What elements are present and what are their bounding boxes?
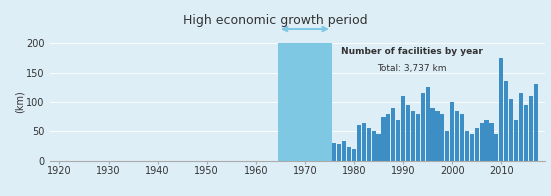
Bar: [303, 137, 307, 161]
Bar: [307, 152, 312, 161]
Bar: [435, 111, 440, 161]
Bar: [416, 114, 420, 161]
Bar: [509, 99, 513, 161]
Bar: [420, 93, 425, 161]
Bar: [528, 96, 533, 161]
Bar: [352, 149, 356, 161]
Bar: [406, 105, 410, 161]
Bar: [474, 128, 479, 161]
Bar: [366, 128, 371, 161]
Bar: [391, 108, 396, 161]
Bar: [283, 160, 288, 161]
Bar: [357, 125, 361, 161]
Bar: [479, 122, 484, 161]
Bar: [514, 120, 518, 161]
Bar: [533, 84, 538, 161]
Bar: [499, 58, 504, 161]
Bar: [312, 158, 317, 161]
Bar: [347, 147, 351, 161]
Bar: [460, 114, 464, 161]
Bar: [342, 141, 346, 161]
Bar: [386, 114, 391, 161]
Bar: [504, 81, 509, 161]
Bar: [401, 96, 405, 161]
Bar: [317, 160, 322, 161]
Bar: [278, 43, 332, 161]
Text: Total: 3,737 km: Total: 3,737 km: [377, 64, 446, 73]
Bar: [298, 160, 302, 161]
Bar: [494, 134, 499, 161]
Text: Number of facilities by year: Number of facilities by year: [341, 47, 483, 56]
Bar: [332, 143, 337, 161]
Bar: [455, 111, 459, 161]
Bar: [411, 111, 415, 161]
Bar: [327, 160, 332, 161]
Bar: [489, 122, 494, 161]
Bar: [465, 131, 469, 161]
Bar: [430, 108, 435, 161]
Bar: [337, 144, 342, 161]
Y-axis label: (km): (km): [15, 91, 25, 113]
Text: High economic growth period: High economic growth period: [183, 14, 368, 27]
Bar: [524, 105, 528, 161]
Bar: [376, 134, 381, 161]
Bar: [445, 131, 450, 161]
Bar: [470, 134, 474, 161]
Bar: [293, 158, 297, 161]
Bar: [440, 114, 445, 161]
Bar: [362, 122, 366, 161]
Bar: [450, 102, 454, 161]
Bar: [484, 120, 489, 161]
Bar: [278, 43, 283, 161]
Bar: [371, 131, 376, 161]
Bar: [322, 160, 327, 161]
Bar: [381, 117, 386, 161]
Bar: [288, 159, 292, 161]
Bar: [519, 93, 523, 161]
Bar: [425, 87, 430, 161]
Bar: [396, 120, 400, 161]
